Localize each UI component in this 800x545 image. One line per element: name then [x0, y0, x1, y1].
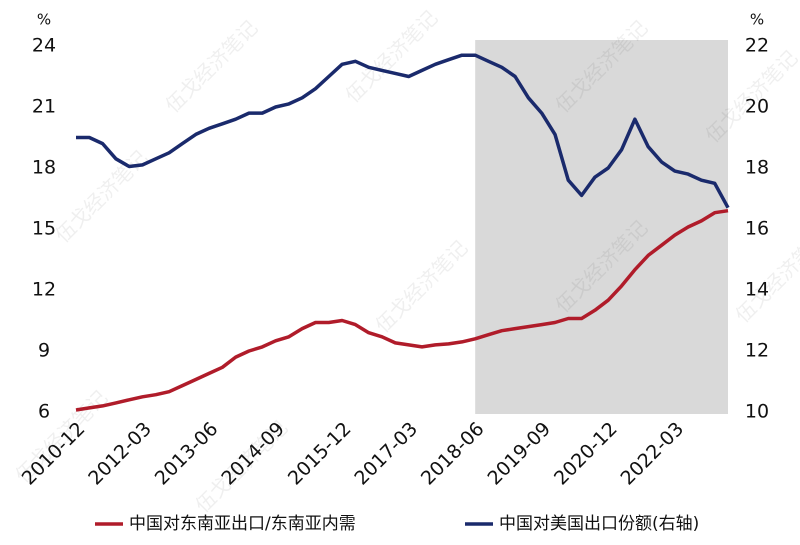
y-axis-unit: %: [37, 11, 51, 29]
y2-tick-label: 18: [745, 157, 769, 179]
x-tick-label: 2022-03: [617, 418, 689, 490]
legend-label: 中国对美国出口份额(右轴): [499, 514, 699, 534]
watermark: 伍戈经济笔记: [730, 226, 800, 328]
y2-tick-label: 22: [745, 35, 769, 57]
series-line: [75, 208, 729, 412]
x-tick-label: 2019-09: [483, 418, 555, 490]
x-tick-label: 2020-12: [550, 418, 622, 490]
y-tick-label: 9: [38, 340, 50, 362]
x-tick-label: 2015-12: [284, 418, 356, 490]
x-tick-label: 2018-06: [417, 418, 489, 490]
series-line: [76, 53, 730, 209]
y-tick-label: 18: [32, 157, 56, 179]
y2-tick-label: 20: [745, 96, 769, 118]
legend-label: 中国对东南亚出口/东南亚内需: [129, 514, 356, 534]
x-tick-label: 2012-03: [84, 418, 156, 490]
y2-tick-label: 10: [745, 401, 769, 423]
x-tick-label: 2014-09: [217, 418, 289, 490]
y-tick-label: 6: [38, 401, 50, 423]
y-tick-label: 12: [32, 279, 56, 301]
x-tick-label: 2017-03: [350, 418, 422, 490]
watermark: 伍戈经济笔记: [50, 146, 152, 248]
y-tick-label: 21: [32, 96, 56, 118]
y-tick-label: 15: [32, 218, 56, 240]
watermark: 伍戈经济笔记: [160, 16, 262, 118]
y2-tick-label: 12: [745, 340, 769, 362]
y-tick-label: 24: [32, 35, 56, 57]
watermark: 伍戈经济笔记: [370, 236, 472, 338]
y2-axis-unit: %: [750, 11, 764, 29]
y2-tick-label: 16: [745, 218, 769, 240]
watermark: 伍戈经济笔记: [340, 6, 442, 108]
y2-tick-label: 14: [745, 279, 769, 301]
